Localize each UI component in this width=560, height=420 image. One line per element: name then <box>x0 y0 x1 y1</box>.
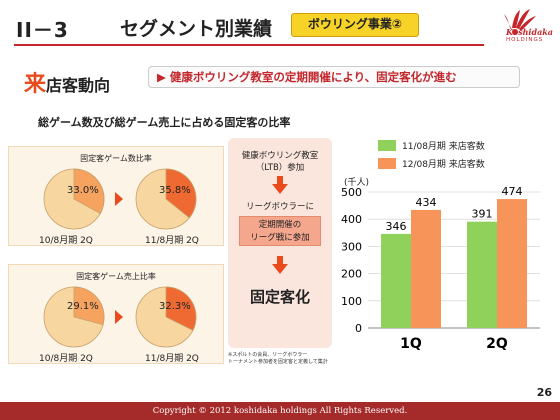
segment-badge: ボウリング事業② <box>291 13 419 37</box>
pie-period-right: 11/8月期 2Q <box>145 354 199 364</box>
y-tick-label: 100 <box>341 295 362 308</box>
section-heading-initial: 来 <box>24 72 47 97</box>
arrow-right-icon <box>115 192 123 206</box>
bar <box>381 233 411 328</box>
koshidaka-logo-icon <box>504 9 536 35</box>
pie-slice-right <box>165 286 197 331</box>
pie-pair-game-sales <box>43 286 197 348</box>
visitor-bar-chart: 0 100 200 300 400 500 346 434 1Q 391 474 2Q <box>341 185 540 352</box>
bar <box>467 221 497 328</box>
pie-section-subtitle: 総ゲーム数及び総ゲーム売上に占める固定客の比率 <box>38 116 291 129</box>
logo-subtitle: HOLDINGS <box>506 37 544 43</box>
y-axis-unit: (千人) <box>344 178 370 188</box>
pie-value-left: 33.0% <box>67 185 99 196</box>
legend-swatch-prev <box>378 140 396 151</box>
pie-slice-left <box>73 168 105 214</box>
legend-swatch-curr <box>378 158 396 169</box>
pie-value-left: 29.1% <box>67 301 99 312</box>
pie-slice-left <box>73 286 105 326</box>
bar-value-label: 474 <box>502 185 523 198</box>
footnote: ※スポルトの会員、リーグボウラー トーナメント参加者を固定客と定義して集計 <box>228 352 338 366</box>
pie-panel-game-count: 固定客ゲーム数比率 33.0% 35.8% 10/8月期 2Q 11/8月期 2… <box>8 146 224 246</box>
arrow-right-icon <box>115 310 123 324</box>
logo-name: Koshidaka <box>506 27 553 37</box>
pie-value-right: 35.8% <box>159 185 191 196</box>
footnote-line1: ※スポルトの会員、リーグボウラー <box>228 352 308 358</box>
header-divider <box>14 44 484 46</box>
y-tick-label: 0 <box>355 322 362 335</box>
pie-period-left: 10/8月期 2Q <box>39 236 93 246</box>
flow-step-ltb-line1: 健康ボウリング教室 <box>241 151 319 161</box>
key-message-banner: ▶ 健康ボウリング教室の定期開催により、固定客化が進む <box>148 66 520 88</box>
x-tick-label: 1Q <box>400 336 422 352</box>
copyright-footer: Copyright © 2012 koshidaka holdings All … <box>0 402 560 420</box>
flow-step-league-match-line2: リーグ戦に参加 <box>250 233 310 243</box>
flow-step-ltb-line2: （LTB）参加 <box>255 163 305 173</box>
arrow-down-icon <box>272 256 288 274</box>
bar <box>411 209 441 328</box>
bar <box>497 199 527 328</box>
section-heading-rest: 店客動向 <box>46 76 111 95</box>
pie-value-right: 32.3% <box>159 301 191 312</box>
flow-step-league-match-line1: 定期開催の <box>258 220 302 230</box>
y-tick-label: 500 <box>341 186 362 199</box>
bar-value-label: 434 <box>416 196 437 209</box>
page-number: 26 <box>536 386 552 399</box>
legend-label-prev: 11/08月期 来店客数 <box>402 142 485 152</box>
flow-step-ltb: 健康ボウリング教室 （LTB）参加 <box>228 150 332 174</box>
y-tick-label: 300 <box>341 240 362 253</box>
pie-panel-title: 固定客ゲーム数比率 <box>80 154 152 163</box>
pie-period-right: 11/8月期 2Q <box>145 236 199 246</box>
pie-period-left: 10/8月期 2Q <box>39 354 93 364</box>
section-number: II－3 <box>16 18 69 42</box>
pie-panel-game-sales: 固定客ゲーム売上比率 29.1% 32.3% 10/8月期 2Q 11/8月期 … <box>8 264 224 364</box>
y-tick-label: 200 <box>341 268 362 281</box>
pie-pair-game-count <box>43 168 197 230</box>
x-tick-label: 2Q <box>486 336 508 352</box>
bar-value-label: 346 <box>386 220 407 233</box>
section-heading: 来店客動向 <box>24 66 110 98</box>
footnote-line2: トーナメント参加者を固定客と定義して集計 <box>228 359 328 365</box>
legend-label-curr: 12/08月期 来店客数 <box>402 160 485 170</box>
flow-step-league-match: 定期開催の リーグ戦に参加 <box>239 216 321 246</box>
flow-result: 固定客化 <box>249 288 310 306</box>
page-title: セグメント別業績 <box>120 18 273 40</box>
pie-panel-title: 固定客ゲーム売上比率 <box>76 272 156 281</box>
flow-step-league: リーグボウラーに <box>245 202 314 212</box>
y-tick-label: 400 <box>341 213 362 226</box>
arrow-down-icon <box>272 176 288 194</box>
bar-value-label: 391 <box>472 208 493 221</box>
pie-slice-right <box>165 168 197 219</box>
